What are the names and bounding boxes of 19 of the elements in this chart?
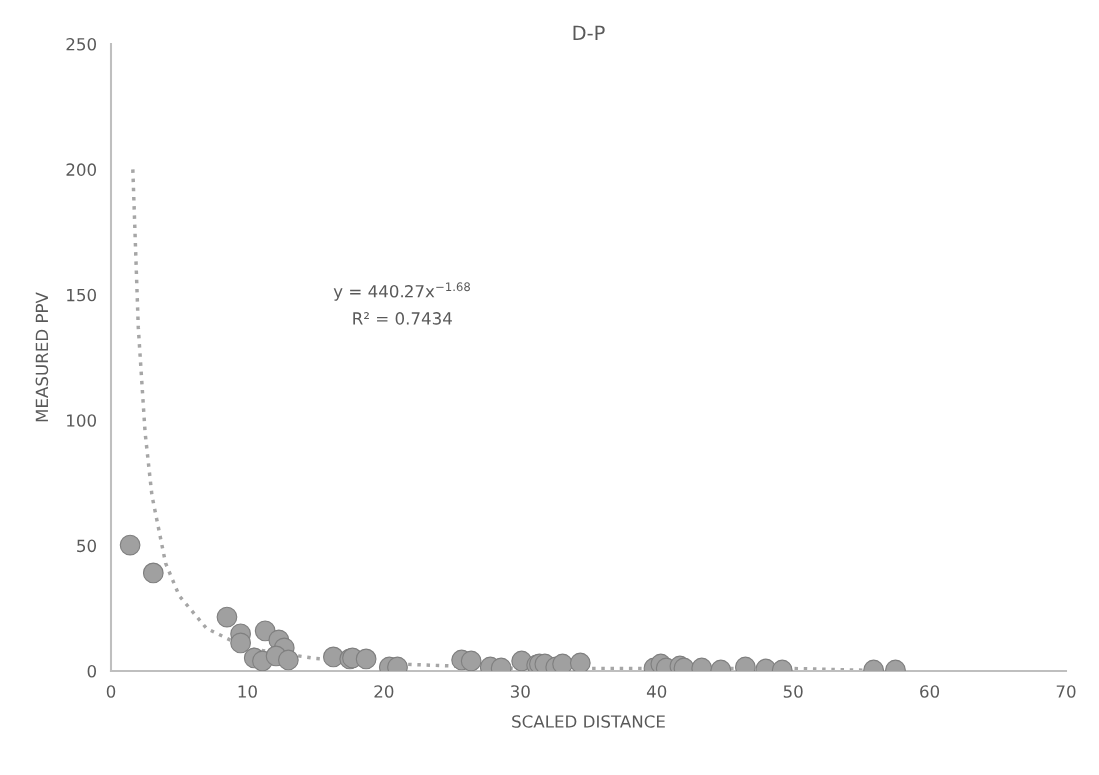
x-tick-label: 0 [106,685,116,698]
x-tick-label: 30 [510,685,530,698]
y-axis-title: MEASURED PPV [35,292,49,422]
y-tick-label: 200 [66,163,96,176]
annotation: y = 440.27x$^{−1.68}$ [333,282,470,301]
annotation: R² = 0.7434 [353,312,452,325]
x-tick-label: 40 [646,685,667,698]
y-tick-label: 0 [87,664,96,678]
y-tick-label: 100 [67,414,96,427]
x-tick-label: 60 [920,685,940,698]
x-tick-label: 70 [1056,685,1076,698]
chart-title: D-P [573,25,605,40]
y-tick-label: 50 [77,539,96,553]
x-tick-label: 10 [238,685,257,698]
y-tick-label: 150 [67,288,96,302]
x-tick-label: 50 [783,685,803,698]
y-tick-label: 250 [66,37,96,51]
x-axis-title: SCALED DISTANCE [512,715,665,728]
x-tick-label: 20 [374,685,394,698]
